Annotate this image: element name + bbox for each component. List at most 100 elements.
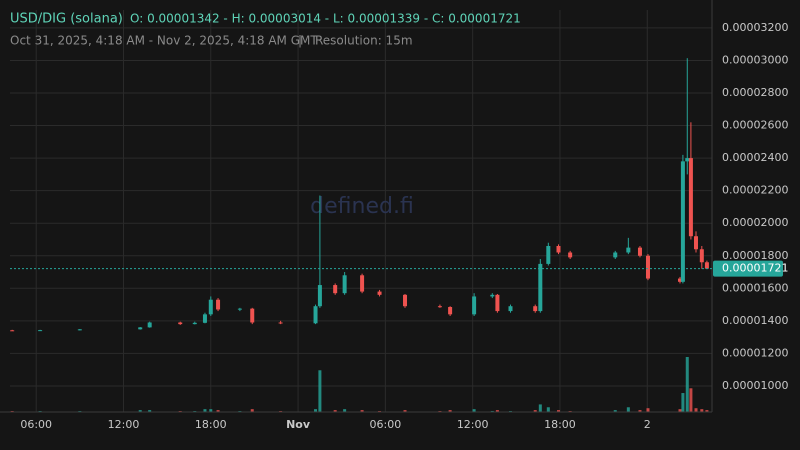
volume-bar	[495, 410, 499, 412]
y-tick-label: 0.00001600	[722, 281, 788, 294]
y-tick-label: 0.00001400	[722, 314, 788, 327]
candle-body	[495, 294, 500, 312]
volume-bar	[250, 409, 254, 412]
volume-bar	[448, 410, 452, 412]
volume-bar	[533, 410, 537, 412]
volume-bar	[209, 409, 213, 412]
y-tick-label: 0.00002600	[722, 119, 788, 132]
volume-bar	[216, 410, 220, 412]
x-tick-label: 2	[644, 418, 651, 431]
x-tick-label: 12:00	[457, 418, 489, 431]
volume-bar	[557, 410, 561, 412]
candle-body	[677, 278, 682, 282]
volume-bar	[700, 409, 704, 412]
x-tick-label: 06:00	[20, 418, 52, 431]
volume-bar	[318, 370, 322, 412]
candle-body	[208, 299, 213, 315]
volume-bar	[613, 410, 617, 412]
candle-body	[437, 306, 442, 308]
candle-body	[360, 275, 365, 292]
x-tick-label: 18:00	[544, 418, 576, 431]
candle-body	[490, 294, 495, 297]
separator: |	[298, 34, 302, 48]
candle-body	[202, 314, 207, 323]
y-tick-label: 0.00001000	[722, 379, 788, 392]
resolution: Resolution: 15m	[315, 34, 413, 48]
candle-body	[342, 275, 347, 294]
candle-body	[192, 322, 197, 325]
candle-body	[138, 327, 143, 330]
volume-bar	[360, 410, 364, 412]
y-tick-label: 0.00001800	[722, 249, 788, 262]
volume-bar	[638, 410, 642, 412]
volume-bar	[685, 357, 689, 412]
candle-body	[568, 252, 573, 258]
candle-body	[313, 306, 318, 324]
volume-bar	[705, 410, 709, 412]
y-tick-label: 0.00003200	[722, 21, 788, 34]
x-tick-label: Nov	[286, 418, 311, 431]
x-tick-label: 18:00	[195, 418, 227, 431]
x-tick-label: 06:00	[370, 418, 402, 431]
y-tick-label: 0.00002800	[722, 86, 788, 99]
candle-body	[377, 291, 382, 295]
y-tick-label: 0.00003000	[722, 53, 788, 66]
candle-body	[685, 158, 690, 162]
candle-body	[508, 306, 513, 312]
volume-bar	[626, 407, 630, 412]
y-tick-label: 0.00002000	[722, 216, 788, 229]
plot	[10, 58, 709, 412]
volume-bar	[681, 393, 685, 412]
date-range: Oct 31, 2025, 4:18 AM - Nov 2, 2025, 4:1…	[10, 34, 318, 48]
volume-bar	[538, 404, 542, 412]
candle-body	[250, 308, 255, 323]
candle-body	[333, 285, 338, 294]
candle-body	[448, 307, 453, 315]
volume-bar	[138, 410, 142, 412]
candle-body	[699, 249, 704, 263]
volume-bar	[148, 410, 152, 412]
ohlc: O: 0.00001342 - H: 0.00003014 - L: 0.000…	[130, 12, 521, 26]
candle-body	[403, 294, 408, 307]
candle-body	[556, 245, 561, 253]
y-tick-label: 0.00001200	[722, 346, 788, 359]
last-price-tag	[713, 260, 783, 277]
candle-body	[147, 322, 152, 328]
volume-bar	[403, 410, 407, 412]
candle-body	[278, 322, 283, 324]
volume-bar	[203, 409, 207, 412]
watermark: defined.fi	[310, 194, 414, 219]
symbol: USD/DIG (solana)	[10, 12, 123, 27]
volume-bar	[546, 407, 550, 412]
last-price-label: 0.00001721	[722, 262, 788, 275]
candle-body	[77, 329, 82, 331]
candle-body	[613, 252, 618, 258]
volume-bar	[646, 408, 650, 412]
candle-body	[645, 255, 650, 279]
volume-bar	[694, 408, 698, 412]
candle-body	[216, 299, 221, 310]
candle-body	[10, 330, 15, 332]
candle-body	[38, 330, 43, 332]
x-tick-label: 12:00	[108, 418, 140, 431]
candle-body	[178, 322, 183, 325]
candle-body	[472, 296, 477, 315]
candle-body	[704, 262, 709, 269]
volume-bar	[472, 409, 476, 412]
candle-body	[688, 158, 693, 237]
volume-bar	[343, 409, 347, 412]
grid	[10, 10, 712, 412]
volume-bar	[314, 409, 318, 412]
candle-body	[626, 247, 631, 253]
candle-body	[538, 263, 543, 312]
candle-body	[680, 161, 685, 282]
volume-bar	[689, 388, 693, 412]
candle-body	[533, 306, 538, 312]
volume-bar	[678, 409, 682, 412]
candle-body	[317, 285, 322, 307]
candle-body	[637, 247, 642, 256]
candle-body	[546, 245, 551, 264]
volume-bar	[333, 410, 337, 412]
